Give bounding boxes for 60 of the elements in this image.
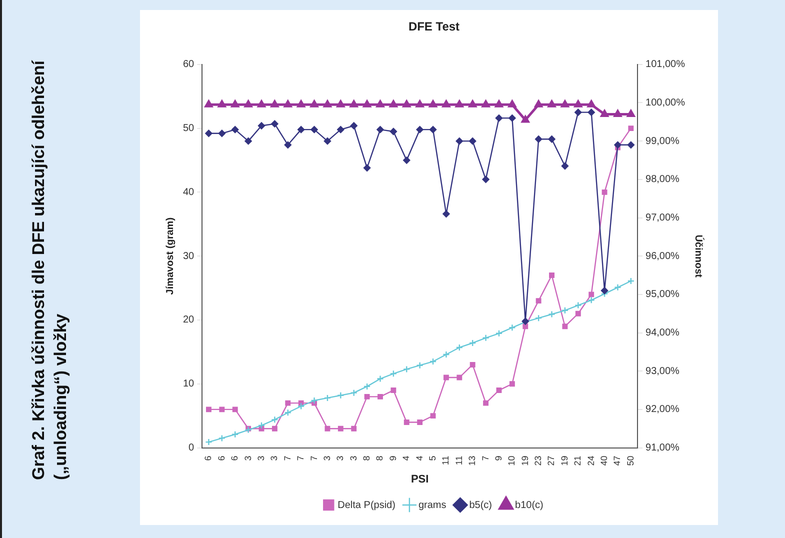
- y-tick-label: 40: [183, 186, 195, 198]
- x-tick-label: 6: [230, 456, 240, 461]
- x-tick-label: 11: [454, 456, 464, 466]
- x-tick-label: 50: [625, 456, 636, 466]
- x-tick-label: 7: [308, 456, 319, 461]
- x-tick-label: 47: [612, 456, 622, 466]
- y2-tick-label: 95,00%: [646, 289, 680, 300]
- x-tick-label: 3: [335, 456, 346, 461]
- x-tick-label: 11: [440, 456, 451, 466]
- legend-label: grams: [418, 500, 446, 511]
- y-tick-label: 50: [183, 123, 195, 134]
- y-tick-label: 20: [183, 314, 195, 326]
- x-tick-label: 3: [242, 456, 253, 461]
- y2-tick-label: 97,00%: [646, 212, 680, 224]
- legend-label: b10(c): [515, 500, 544, 511]
- y-tick-label: 0: [188, 442, 195, 454]
- x-tick-label: 13: [467, 456, 478, 466]
- x-tick-label: 7: [480, 456, 490, 461]
- x-tick-label: 3: [322, 456, 332, 461]
- x-tick-label: 3: [269, 456, 280, 461]
- x-tick-label: 19: [559, 456, 570, 466]
- x-tick-label: 9: [493, 456, 504, 461]
- y2-tick-label: 99,00%: [646, 136, 680, 147]
- x-tick-label: 21: [572, 456, 583, 466]
- y2-tick-label: 91,00%: [646, 442, 680, 454]
- x-tick-label: 4: [401, 456, 412, 461]
- x-tick-label: 8: [374, 456, 385, 461]
- text: Graf 2. Křivka účinnosti dle DFE ukazující odlehčení („unloading“) vložky: [28, 59, 71, 480]
- x-tick-label: 24: [586, 456, 596, 466]
- y-tick-label: 10: [183, 378, 195, 390]
- x-tick-label: 9: [388, 456, 398, 461]
- y2-tick-label: 98,00%: [646, 174, 680, 186]
- x-tick-label: 5: [428, 456, 438, 461]
- y2-axis-title: Účinnost: [692, 234, 704, 278]
- x-tick-label: 3: [348, 456, 358, 461]
- y2-tick-label: 92,00%: [646, 404, 680, 416]
- x-tick-label: 10: [506, 456, 517, 466]
- x-tick-label: 40: [599, 456, 610, 466]
- y2-tick-label: 96,00%: [646, 250, 680, 262]
- x-tick-label: 6: [216, 456, 226, 461]
- y2-tick-label: 101,00%: [646, 59, 686, 70]
- x-tick-label: 4: [414, 456, 424, 461]
- x-tick-label: 7: [296, 456, 306, 461]
- y-tick-label: 60: [183, 59, 195, 70]
- y2-tick-label: 100,00%: [646, 97, 686, 108]
- y-tick-label: 30: [183, 250, 195, 262]
- chart-title: DFE Test: [408, 20, 460, 34]
- y2-tick-label: 94,00%: [646, 328, 680, 339]
- x-tick-label: 23: [533, 456, 544, 466]
- x-tick-label: 19: [520, 456, 530, 466]
- x-tick-label: 8: [362, 456, 372, 461]
- x-tick-label: 3: [256, 456, 266, 461]
- y2-tick-label: 93,00%: [646, 366, 680, 377]
- x-tick-label: 6: [203, 456, 214, 461]
- x-tick-label: 27: [546, 456, 556, 466]
- y-axis-title: Jímavost (gram): [164, 217, 176, 295]
- x-tick-label: 7: [282, 456, 292, 461]
- x-axis-title: PSI: [410, 473, 429, 486]
- legend-label: Delta P(psid): [338, 500, 396, 511]
- legend-label: b5(c): [469, 500, 492, 511]
